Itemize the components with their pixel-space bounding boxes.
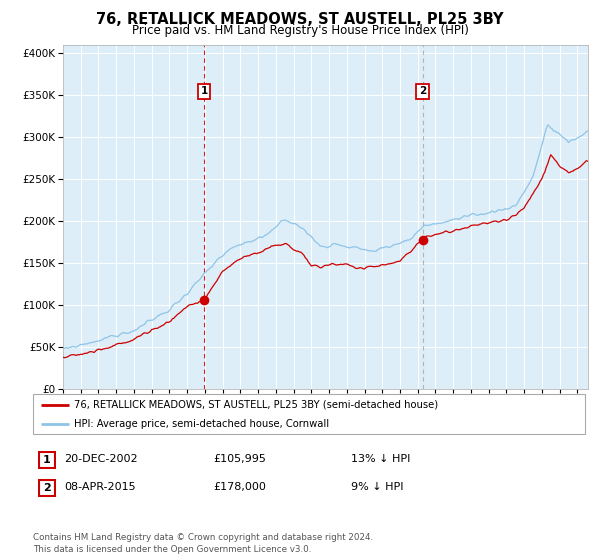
Text: 2: 2 (419, 86, 426, 96)
Text: £105,995: £105,995 (213, 454, 266, 464)
Text: 2: 2 (43, 483, 50, 493)
Text: HPI: Average price, semi-detached house, Cornwall: HPI: Average price, semi-detached house,… (74, 419, 329, 429)
Text: 20-DEC-2002: 20-DEC-2002 (64, 454, 138, 464)
Text: Price paid vs. HM Land Registry's House Price Index (HPI): Price paid vs. HM Land Registry's House … (131, 24, 469, 36)
Text: 76, RETALLICK MEADOWS, ST AUSTELL, PL25 3BY: 76, RETALLICK MEADOWS, ST AUSTELL, PL25 … (96, 12, 504, 27)
Text: 13% ↓ HPI: 13% ↓ HPI (351, 454, 410, 464)
Text: 76, RETALLICK MEADOWS, ST AUSTELL, PL25 3BY (semi-detached house): 76, RETALLICK MEADOWS, ST AUSTELL, PL25 … (74, 400, 439, 410)
Text: 9% ↓ HPI: 9% ↓ HPI (351, 482, 404, 492)
Text: Contains HM Land Registry data © Crown copyright and database right 2024.
This d: Contains HM Land Registry data © Crown c… (33, 533, 373, 554)
FancyBboxPatch shape (38, 452, 55, 468)
FancyBboxPatch shape (38, 480, 55, 496)
Text: 1: 1 (43, 455, 50, 465)
Text: 08-APR-2015: 08-APR-2015 (64, 482, 136, 492)
Text: £178,000: £178,000 (213, 482, 266, 492)
Text: 1: 1 (200, 86, 208, 96)
FancyBboxPatch shape (33, 394, 585, 434)
